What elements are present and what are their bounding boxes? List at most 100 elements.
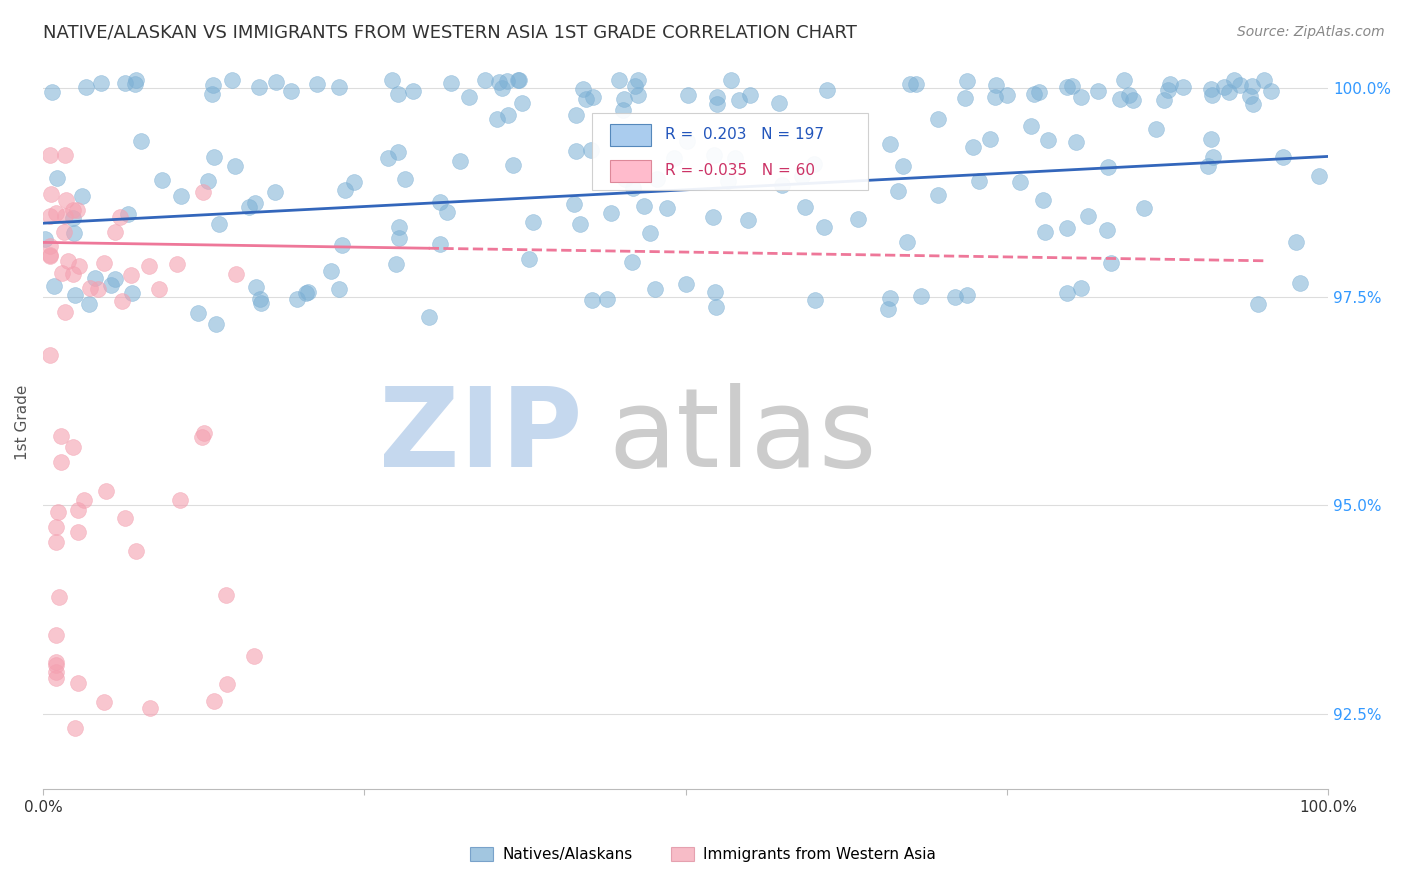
Point (138, 260, 160, 274)
Point (205, 317, 228, 331)
Point (720, 73, 742, 87)
Point (45, 206, 67, 220)
Point (55, 193, 77, 207)
Point (804, 293, 827, 308)
Point (1212, 80, 1234, 95)
Point (1201, 82, 1223, 96)
Point (238, 200, 260, 214)
Point (93, 256, 115, 270)
Point (1060, 78, 1083, 93)
Point (1201, 88, 1223, 103)
Point (488, 75, 510, 89)
Point (879, 291, 901, 305)
Point (297, 285, 319, 299)
Point (62, 211, 84, 225)
Point (280, 84, 302, 98)
Point (962, 140, 984, 154)
Point (967, 174, 990, 188)
Point (474, 72, 496, 87)
Point (63, 721, 86, 735)
Point (62, 440, 84, 454)
Point (387, 145, 409, 160)
Point (793, 200, 815, 214)
FancyBboxPatch shape (610, 124, 651, 145)
Point (621, 255, 644, 269)
Point (614, 172, 637, 186)
Point (63, 288, 86, 302)
Point (243, 196, 266, 211)
Point (124, 77, 146, 91)
Point (1010, 175, 1032, 189)
Point (45, 665, 67, 679)
Point (813, 219, 835, 234)
Point (877, 301, 900, 316)
Point (328, 79, 350, 94)
Point (53, 209, 76, 223)
Point (1201, 132, 1223, 146)
Point (1032, 194, 1054, 208)
Point (221, 72, 243, 87)
Point (266, 75, 288, 89)
Point (1070, 90, 1092, 104)
Point (53, 147, 76, 161)
Point (94, 483, 117, 498)
Point (264, 185, 287, 199)
Point (1272, 150, 1295, 164)
Point (1253, 72, 1275, 87)
Point (927, 112, 949, 126)
Point (45, 171, 67, 186)
Point (1064, 135, 1087, 149)
Point (565, 145, 588, 159)
Point (449, 154, 471, 169)
Point (886, 184, 908, 198)
Point (79, 281, 101, 295)
Point (1173, 79, 1195, 94)
Point (166, 256, 188, 270)
Point (1229, 78, 1251, 93)
Point (904, 77, 927, 91)
Point (190, 429, 212, 443)
FancyBboxPatch shape (592, 113, 868, 191)
Point (645, 172, 668, 186)
Point (187, 306, 209, 320)
Point (770, 178, 793, 193)
FancyBboxPatch shape (610, 160, 651, 182)
Point (129, 134, 152, 148)
Point (565, 108, 588, 122)
Point (387, 87, 409, 102)
Point (613, 92, 636, 106)
Text: R = -0.035   N = 60: R = -0.035 N = 60 (665, 163, 815, 178)
Point (900, 77, 922, 91)
Point (51, 266, 73, 280)
Point (506, 72, 529, 87)
Point (662, 152, 685, 166)
Point (285, 292, 308, 306)
Point (201, 87, 224, 102)
Point (114, 511, 136, 525)
Point (633, 199, 655, 213)
Point (496, 108, 519, 122)
Point (519, 252, 541, 267)
Point (1260, 84, 1282, 98)
Point (34, 232, 56, 246)
Point (703, 148, 725, 162)
Point (1153, 93, 1175, 107)
Point (429, 237, 451, 252)
Point (1202, 149, 1225, 163)
Point (394, 172, 416, 186)
Point (169, 492, 191, 507)
Point (245, 280, 267, 294)
Point (148, 282, 170, 296)
Point (249, 80, 271, 95)
Point (295, 285, 318, 300)
Point (495, 73, 517, 87)
Point (927, 188, 949, 202)
Point (1159, 77, 1181, 91)
Point (45, 655, 67, 669)
Point (1285, 235, 1308, 249)
Point (41, 85, 63, 99)
Point (330, 238, 353, 252)
Point (1097, 160, 1119, 174)
Point (675, 277, 697, 291)
Point (38, 147, 60, 161)
